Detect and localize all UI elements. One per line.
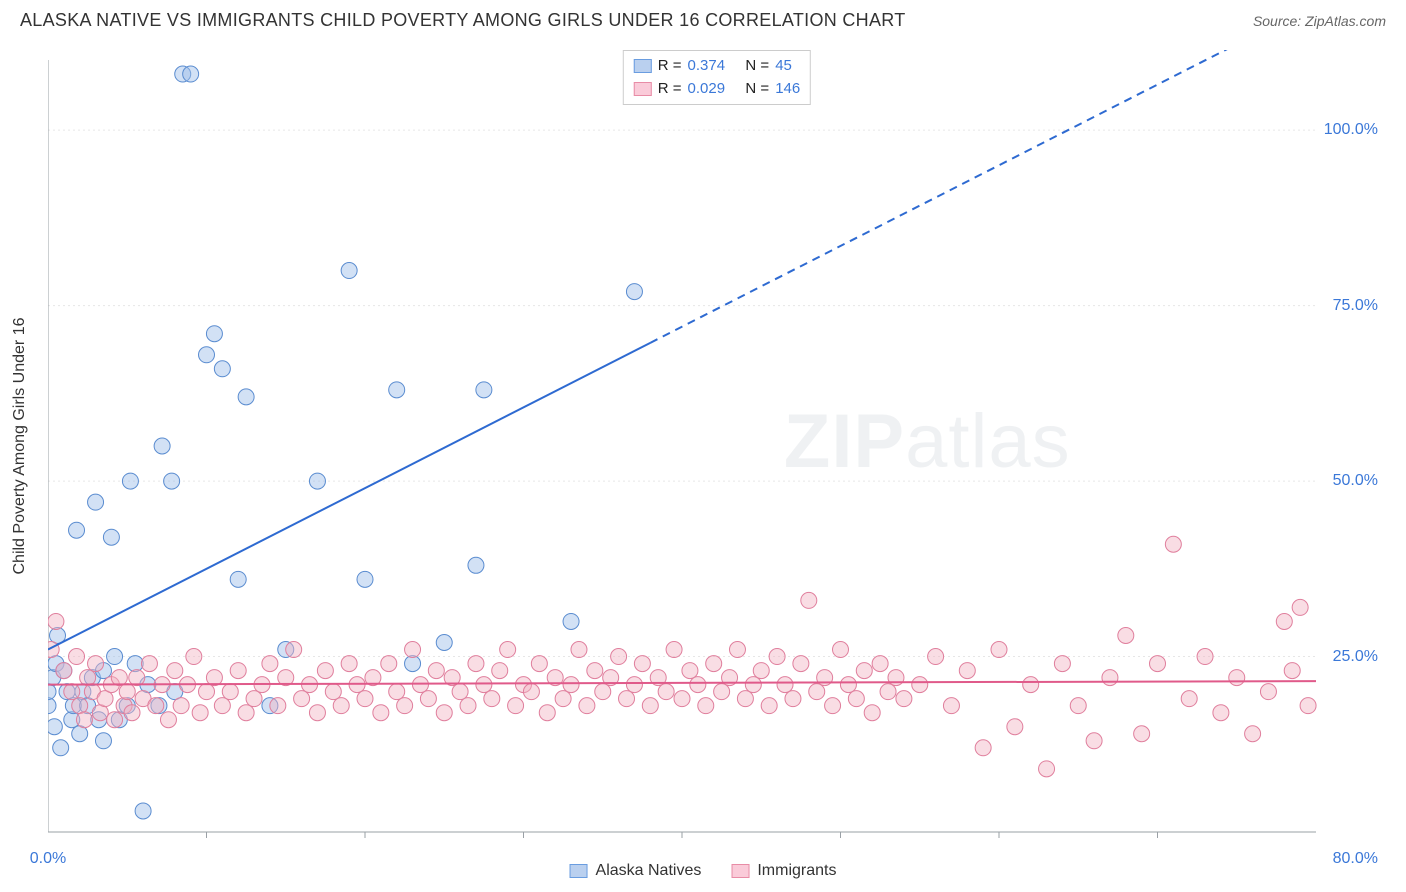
- x-tick-label: 0.0%: [30, 850, 66, 868]
- n-value-pink: 146: [775, 78, 800, 101]
- chart-source: Source: ZipAtlas.com: [1253, 13, 1386, 29]
- stats-row-pink: R = 0.029 N = 146: [634, 78, 800, 101]
- n-value-blue: 45: [775, 55, 792, 78]
- chart-title: ALASKA NATIVE VS IMMIGRANTS CHILD POVERT…: [20, 10, 906, 31]
- legend-item-blue: Alaska Natives: [570, 862, 702, 880]
- r-value-pink: 0.029: [688, 78, 726, 101]
- legend-bottom: Alaska Natives Immigrants: [570, 862, 837, 880]
- y-axis-label: Child Poverty Among Girls Under 16: [11, 318, 29, 575]
- stats-row-blue: R = 0.374 N = 45: [634, 55, 800, 78]
- stats-legend: R = 0.374 N = 45 R = 0.029 N = 146: [623, 50, 811, 105]
- swatch-icon: [634, 59, 652, 73]
- chart-area: Child Poverty Among Girls Under 16 ZIPat…: [48, 50, 1386, 842]
- watermark: ZIPatlas: [784, 398, 1071, 485]
- y-tick-label: 50.0%: [1333, 472, 1378, 490]
- swatch-icon: [634, 82, 652, 96]
- y-tick-label: 25.0%: [1333, 648, 1378, 666]
- legend-label: Immigrants: [757, 862, 836, 880]
- legend-label: Alaska Natives: [596, 862, 702, 880]
- scatter-plot: [48, 50, 1386, 842]
- x-tick-label: 80.0%: [1333, 850, 1378, 868]
- r-value-blue: 0.374: [688, 55, 726, 78]
- swatch-icon: [570, 864, 588, 878]
- y-tick-label: 100.0%: [1324, 121, 1378, 139]
- swatch-icon: [731, 864, 749, 878]
- y-tick-label: 75.0%: [1333, 297, 1378, 315]
- chart-header: ALASKA NATIVE VS IMMIGRANTS CHILD POVERT…: [0, 0, 1406, 37]
- legend-item-pink: Immigrants: [731, 862, 836, 880]
